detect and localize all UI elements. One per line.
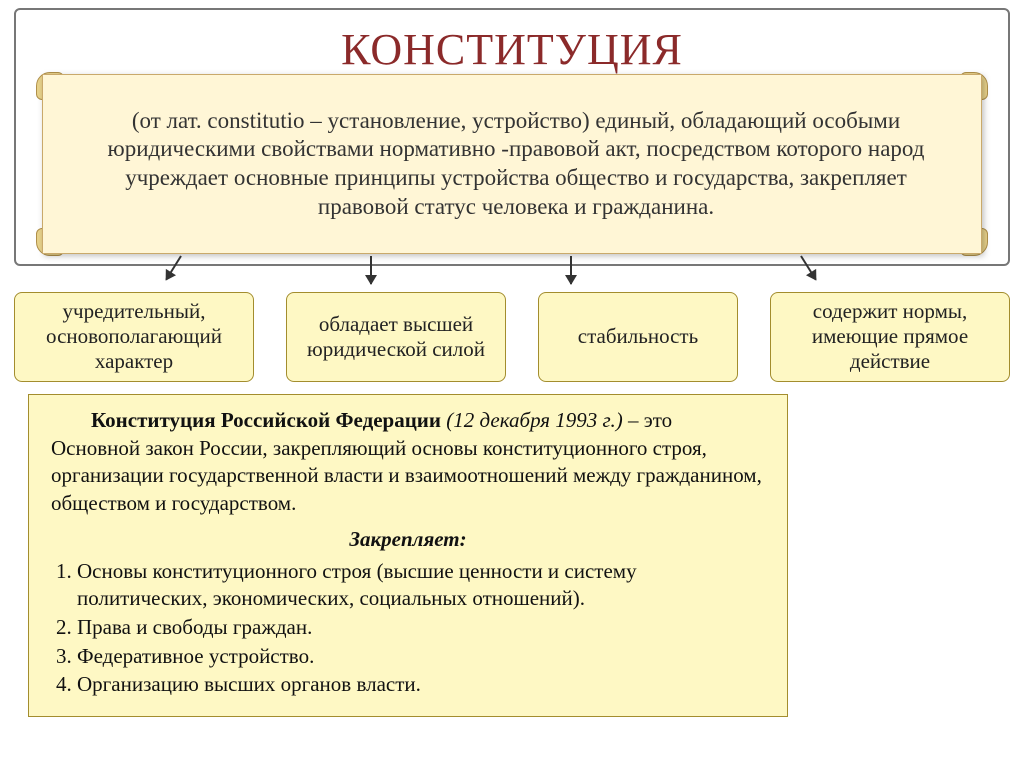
feature-box: содержит нормы, имеющие прямое действие <box>770 292 1010 382</box>
definition-text: (от лат. constitutio – установление, уст… <box>87 107 945 222</box>
arrow-down-icon <box>165 255 182 280</box>
feature-box: стабильность <box>538 292 738 382</box>
feature-box: обладает высшей юридической силой <box>286 292 506 382</box>
detail-list: Основы конституционного строя (высшие це… <box>51 558 765 700</box>
list-item: Права и свободы граждан. <box>77 614 765 642</box>
detail-paragraph: Конституция Российской Федерации (12 дек… <box>51 407 765 518</box>
list-item: Федеративное устройство. <box>77 643 765 671</box>
arrow-down-icon <box>800 255 817 280</box>
list-item: Основы конституционного строя (высшие це… <box>77 558 765 613</box>
feature-box: учредительный, основополагающий характер <box>14 292 254 382</box>
detail-lead-italic: (12 декабря 1993 г.) <box>446 408 622 432</box>
detail-subheading: Закрепляет: <box>51 526 765 554</box>
arrow-down-icon <box>570 256 572 284</box>
detail-lead-bold: Конституция Российской Федерации <box>91 408 441 432</box>
arrow-container <box>0 256 1024 292</box>
arrow-down-icon <box>370 256 372 284</box>
list-item: Организацию высших органов власти. <box>77 671 765 699</box>
definition-scroll: (от лат. constitutio – установление, уст… <box>42 74 982 254</box>
detail-box: Конституция Российской Федерации (12 дек… <box>28 394 788 717</box>
feature-row: учредительный, основополагающий характер… <box>14 292 1010 382</box>
page-title: КОНСТИТУЦИЯ <box>16 10 1008 83</box>
